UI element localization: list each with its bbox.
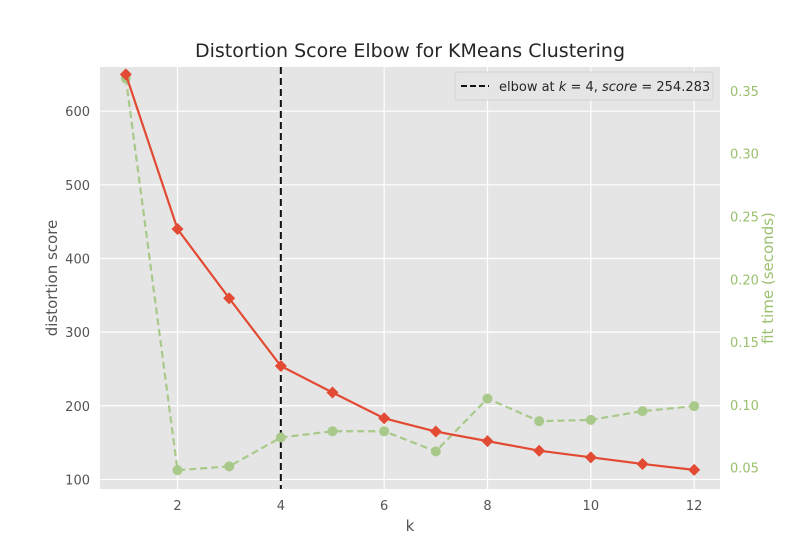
- y2-tick-label: 0.10: [730, 399, 759, 414]
- x-tick-label: 8: [483, 499, 491, 514]
- y2-tick-label: 0.20: [730, 273, 759, 288]
- x-tick-label: 2: [173, 499, 181, 514]
- fit-time-point: [431, 446, 441, 456]
- y-axis-label: distortion score: [43, 220, 61, 337]
- fit-time-point: [224, 461, 234, 471]
- fit-time-point: [483, 394, 493, 404]
- x-tick-label: 12: [686, 499, 703, 514]
- y-tick-label: 400: [65, 252, 90, 267]
- y-tick-label: 600: [65, 105, 90, 120]
- y2-tick-label: 0.25: [730, 210, 759, 225]
- chart-title: Distortion Score Elbow for KMeans Cluste…: [195, 40, 625, 62]
- fit-time-point: [276, 433, 286, 443]
- y-tick-label: 100: [65, 473, 90, 488]
- y2-tick-label: 0.30: [730, 148, 759, 163]
- legend-eq2: = 254.283: [637, 80, 710, 95]
- legend: elbow at k = 4, score = 254.283: [455, 72, 713, 100]
- y-tick-label: 200: [65, 400, 90, 415]
- fit-time-point: [534, 416, 544, 426]
- y2-tick-label: 0.15: [730, 336, 759, 351]
- x-axis-label: k: [406, 517, 415, 535]
- y-tick-label: 500: [65, 179, 90, 194]
- x-tick-label: 4: [277, 499, 285, 514]
- legend-prefix: elbow at: [499, 80, 559, 95]
- legend-label: elbow at k = 4, score = 254.283: [499, 80, 710, 95]
- fit-time-point: [379, 426, 389, 436]
- fit-time-point: [689, 401, 699, 411]
- fit-time-point: [638, 406, 648, 416]
- legend-score: score: [602, 80, 637, 95]
- x-tick-label: 6: [380, 499, 388, 514]
- y2-tick-label: 0.35: [730, 85, 759, 100]
- legend-eq1: = 4,: [566, 80, 602, 95]
- y2-tick-label: 0.05: [730, 462, 759, 477]
- fit-time-point: [586, 415, 596, 425]
- fit-time-point: [173, 465, 183, 475]
- y2-axis-label: fit time (seconds): [759, 212, 777, 344]
- y-tick-label: 300: [65, 326, 90, 341]
- x-tick-label: 10: [583, 499, 600, 514]
- fit-time-point: [328, 426, 338, 436]
